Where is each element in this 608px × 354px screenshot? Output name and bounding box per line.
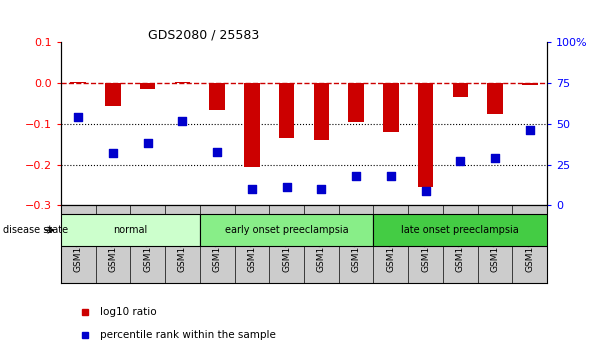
Text: GDS2080 / 25583: GDS2080 / 25583 — [148, 28, 260, 41]
Point — [421, 188, 430, 194]
Text: GSM106250: GSM106250 — [108, 217, 117, 272]
Text: normal: normal — [113, 225, 147, 235]
Text: GSM106279: GSM106279 — [317, 217, 326, 272]
Point — [247, 186, 257, 192]
Bar — [522, 83, 537, 85]
Bar — [105, 83, 121, 105]
Bar — [487, 83, 503, 114]
Text: GSM106281: GSM106281 — [386, 217, 395, 272]
Text: log10 ratio: log10 ratio — [100, 307, 156, 318]
Bar — [244, 83, 260, 167]
Bar — [452, 83, 468, 97]
Text: disease state: disease state — [3, 225, 68, 235]
Text: percentile rank within the sample: percentile rank within the sample — [100, 330, 275, 341]
Bar — [140, 83, 156, 89]
Point — [455, 159, 465, 164]
Point — [282, 184, 291, 190]
Text: GSM106274: GSM106274 — [143, 217, 152, 272]
Bar — [71, 82, 86, 83]
Text: GSM106284: GSM106284 — [491, 217, 500, 272]
Text: GSM106282: GSM106282 — [421, 217, 430, 272]
FancyBboxPatch shape — [373, 214, 547, 246]
Point — [386, 173, 396, 179]
Text: GSM106275: GSM106275 — [178, 217, 187, 272]
Bar — [314, 83, 329, 140]
Bar — [418, 83, 434, 187]
Point — [317, 186, 326, 192]
Point — [212, 149, 222, 154]
Text: late onset preeclampsia: late onset preeclampsia — [401, 225, 519, 235]
Point — [74, 115, 83, 120]
Point — [178, 118, 187, 124]
Text: GSM106283: GSM106283 — [456, 217, 465, 272]
Text: early onset preeclampsia: early onset preeclampsia — [225, 225, 348, 235]
Bar — [174, 82, 190, 83]
Point — [143, 141, 153, 146]
Point — [490, 155, 500, 161]
Bar — [209, 83, 225, 110]
FancyBboxPatch shape — [61, 214, 200, 246]
FancyBboxPatch shape — [200, 214, 373, 246]
Point — [351, 173, 361, 179]
Text: GSM106277: GSM106277 — [247, 217, 257, 272]
Text: GSM106285: GSM106285 — [525, 217, 534, 272]
Bar — [279, 83, 294, 138]
Text: GSM106280: GSM106280 — [351, 217, 361, 272]
Text: GSM106249: GSM106249 — [74, 217, 83, 272]
Bar — [348, 83, 364, 122]
Point — [108, 150, 118, 156]
Point — [525, 127, 534, 133]
Text: GSM106276: GSM106276 — [213, 217, 222, 272]
Text: GSM106278: GSM106278 — [282, 217, 291, 272]
Bar — [383, 83, 399, 132]
